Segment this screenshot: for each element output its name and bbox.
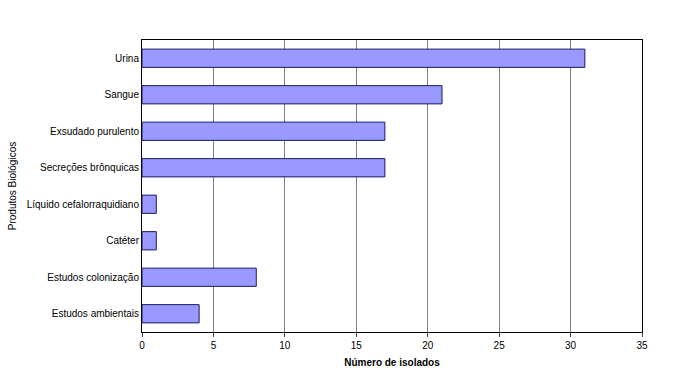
svg-text:Urina: Urina [115,53,139,64]
svg-text:Exsudado purulento: Exsudado purulento [50,126,139,137]
svg-text:30: 30 [565,340,577,351]
svg-text:35: 35 [636,340,648,351]
svg-text:15: 15 [351,340,363,351]
svg-text:10: 10 [279,340,291,351]
svg-text:20: 20 [422,340,434,351]
svg-text:5: 5 [211,340,217,351]
svg-text:Estudos ambientais: Estudos ambientais [52,308,139,319]
svg-text:Produtos Biológicos: Produtos Biológicos [7,142,18,230]
svg-text:Número de isolados: Número de isolados [344,357,440,368]
svg-text:Líquido cefalorraquidiano: Líquido cefalorraquidiano [27,199,140,210]
svg-text:Catéter: Catéter [106,235,139,246]
svg-text:25: 25 [494,340,506,351]
svg-text:Estudos colonização: Estudos colonização [47,272,139,283]
svg-text:Secreções brônquicas: Secreções brônquicas [40,162,139,173]
svg-text:Sangue: Sangue [105,89,140,100]
svg-text:0: 0 [139,340,145,351]
